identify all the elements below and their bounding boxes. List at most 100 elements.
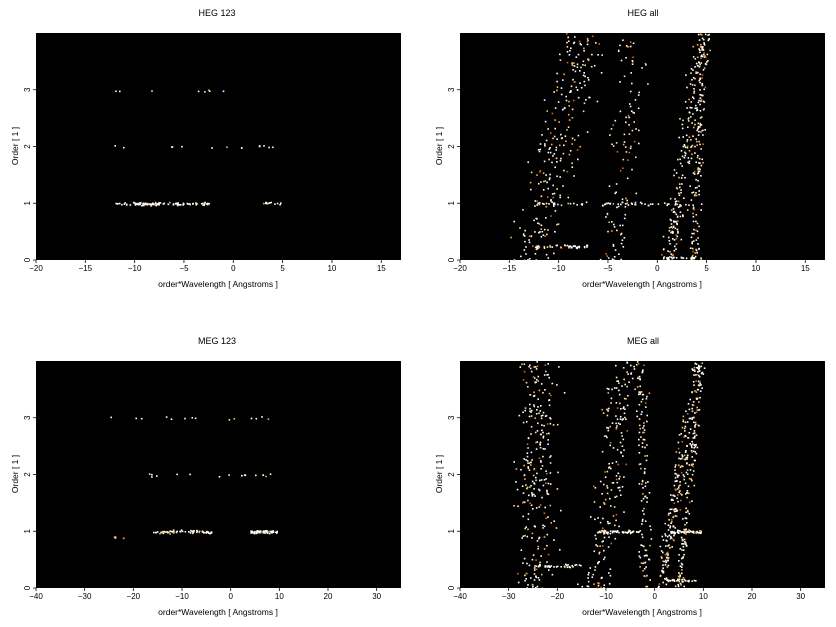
- data-point: [534, 381, 537, 384]
- data-point: [683, 528, 685, 531]
- data-point: [674, 466, 676, 468]
- data-point: [699, 49, 701, 51]
- data-point: [123, 146, 125, 149]
- data-point: [644, 455, 646, 457]
- data-point: [680, 189, 682, 191]
- data-point: [657, 203, 660, 205]
- data-point: [537, 245, 540, 247]
- data-point: [118, 202, 121, 205]
- data-point: [536, 204, 538, 206]
- data-point: [672, 226, 675, 228]
- data-point: [517, 505, 519, 508]
- data-point: [648, 392, 651, 394]
- data-point: [582, 110, 585, 113]
- data-point: [568, 100, 570, 103]
- data-point: [527, 259, 529, 261]
- data-point: [678, 474, 680, 477]
- data-point: [662, 560, 664, 563]
- data-point: [621, 239, 624, 241]
- data-point: [525, 459, 527, 461]
- data-point: [556, 188, 558, 190]
- data-point: [603, 435, 606, 437]
- data-point: [615, 428, 618, 430]
- data-point: [607, 533, 609, 535]
- data-point: [579, 82, 581, 84]
- data-point: [601, 54, 603, 56]
- data-point: [615, 415, 617, 417]
- data-point: [268, 532, 271, 535]
- data-point: [692, 465, 694, 468]
- data-point: [686, 140, 688, 143]
- data-point: [552, 203, 555, 206]
- data-point: [262, 530, 265, 532]
- data-point: [604, 471, 606, 473]
- data-point: [604, 203, 607, 205]
- data-point: [679, 118, 681, 120]
- data-point: [550, 199, 552, 201]
- data-point: [576, 89, 579, 91]
- data-point: [683, 436, 685, 438]
- data-point: [670, 219, 672, 222]
- data-point: [680, 150, 683, 152]
- data-point: [693, 228, 695, 231]
- data-point: [582, 64, 584, 66]
- data-point: [618, 531, 620, 534]
- data-point: [671, 546, 673, 548]
- data-point: [615, 191, 617, 194]
- data-point: [526, 452, 529, 454]
- data-point: [523, 235, 526, 237]
- data-point: [525, 381, 528, 384]
- data-point: [645, 406, 647, 408]
- data-point: [680, 256, 683, 259]
- data-point: [609, 442, 612, 444]
- data-point: [643, 471, 646, 473]
- data-point: [699, 110, 702, 112]
- data-point: [705, 56, 707, 59]
- data-point: [568, 153, 571, 156]
- data-point: [606, 487, 609, 489]
- data-point: [662, 257, 665, 260]
- data-point: [556, 423, 559, 426]
- data-point: [531, 537, 533, 539]
- data-point: [696, 129, 698, 132]
- x-tick-label: 15: [801, 264, 810, 273]
- data-point: [545, 470, 547, 472]
- data-point: [609, 203, 611, 205]
- data-point: [673, 580, 676, 582]
- data-point: [690, 478, 693, 481]
- data-point: [619, 475, 621, 478]
- data-point: [667, 564, 670, 567]
- data-point: [677, 583, 679, 586]
- data-point: [528, 415, 531, 418]
- data-point: [665, 578, 667, 580]
- data-point: [537, 422, 539, 425]
- data-point: [535, 413, 538, 415]
- data-point: [584, 64, 586, 67]
- data-point: [614, 537, 617, 540]
- data-point: [603, 533, 605, 535]
- data-point: [538, 488, 540, 491]
- data-point: [620, 242, 623, 245]
- data-point: [543, 424, 545, 427]
- data-point: [594, 487, 597, 489]
- data-point: [603, 483, 605, 486]
- data-point: [527, 518, 530, 521]
- data-point: [616, 229, 618, 232]
- data-point: [675, 257, 678, 259]
- data-point: [670, 522, 672, 524]
- data-point: [540, 479, 543, 481]
- data-point: [678, 136, 680, 139]
- data-point: [701, 130, 703, 132]
- data-point: [626, 362, 629, 364]
- data-point: [683, 427, 686, 430]
- data-point: [643, 472, 646, 475]
- data-point: [704, 86, 707, 89]
- data-points: [114, 89, 282, 207]
- data-point: [208, 90, 211, 92]
- data-point: [602, 540, 604, 542]
- data-point: [674, 200, 677, 203]
- data-point: [676, 497, 678, 500]
- data-point: [603, 558, 605, 561]
- data-point: [638, 555, 641, 557]
- data-point: [544, 448, 546, 450]
